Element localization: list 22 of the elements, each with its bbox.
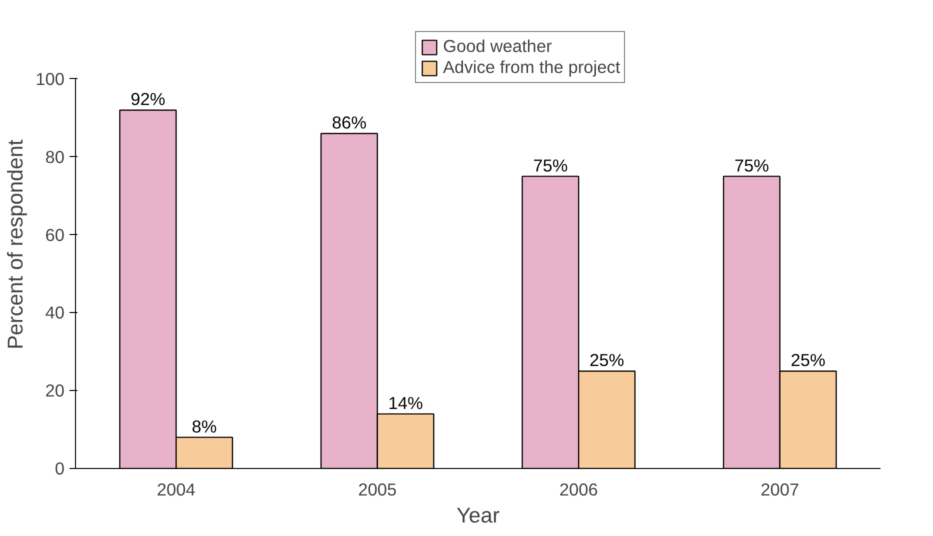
data-label: 14% — [388, 392, 423, 413]
data-label: 8% — [192, 416, 217, 436]
y-tick-label: 80 — [45, 146, 65, 167]
y-tick-label: 60 — [45, 224, 65, 245]
data-label: 25% — [790, 350, 826, 370]
data-label: 75% — [734, 155, 770, 176]
data-label: 25% — [589, 350, 624, 370]
y-tick-label: 0 — [54, 458, 65, 478]
x-tick-label: 2006 — [559, 480, 598, 500]
y-tick-label: 20 — [45, 380, 65, 401]
x-tick-label: 2005 — [358, 480, 397, 500]
x-tick-label: 2007 — [760, 480, 800, 500]
data-label: 86% — [332, 112, 367, 132]
x-axis-title: Year — [456, 504, 500, 528]
data-label: 92% — [130, 89, 166, 110]
x-tick-label: 2004 — [156, 480, 196, 500]
y-tick-label: 40 — [45, 302, 65, 323]
data-label: 75% — [533, 155, 568, 176]
legend-label: Advice from the project — [443, 57, 620, 78]
y-axis-title: Percent of respondent — [4, 139, 28, 350]
y-tick-label: 100 — [36, 68, 65, 89]
legend-label: Good weather — [443, 36, 552, 57]
